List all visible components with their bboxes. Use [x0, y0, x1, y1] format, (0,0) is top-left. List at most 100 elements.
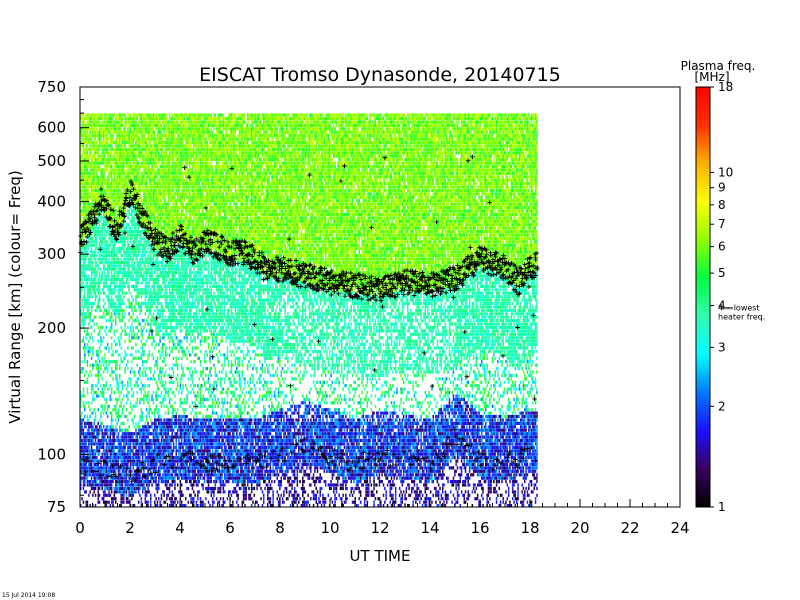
echo-cell [146, 281, 148, 284]
echo-cell [158, 117, 160, 120]
echo-cell [157, 360, 159, 363]
echo-cell [106, 326, 108, 329]
echo-cell [138, 460, 140, 463]
echo-cell [107, 405, 109, 408]
echo-cell [88, 333, 90, 336]
echo-cell [102, 477, 104, 480]
echo-cell [106, 165, 108, 168]
echo-cell [154, 120, 156, 123]
echo-cell [131, 360, 133, 363]
echo-cell [104, 466, 106, 469]
echo-cell [103, 442, 105, 445]
echo-cell [143, 148, 145, 151]
echo-cell [94, 275, 96, 278]
echo-cell [137, 281, 139, 284]
echo-cell [128, 134, 130, 137]
echo-cell [159, 456, 161, 459]
echo-cell [162, 158, 164, 161]
echo-cell [108, 285, 110, 288]
echo-cell [157, 155, 159, 158]
echo-cell [127, 439, 129, 442]
echo-cell [157, 439, 159, 442]
echo-cell [88, 196, 90, 199]
echo-cell [89, 168, 91, 171]
echo-cell [146, 456, 148, 459]
echo-cell [145, 247, 147, 250]
echo-cell [120, 405, 122, 408]
echo-cell [94, 120, 96, 123]
echo-cell [116, 158, 118, 161]
echo-cell [111, 453, 113, 456]
echo-cell [131, 302, 133, 305]
echo-cell [100, 158, 102, 161]
echo-cell [145, 240, 147, 243]
echo-cell [124, 432, 126, 435]
echo-cell [107, 425, 109, 428]
echo-cell [96, 196, 98, 199]
echo-cell [142, 302, 144, 305]
echo-cell [133, 453, 135, 456]
echo-cell [163, 165, 165, 168]
echo-cell [88, 466, 90, 469]
echo-cell [154, 480, 156, 483]
echo-cell [124, 182, 126, 185]
echo-cell [122, 124, 124, 127]
echo-cell [161, 148, 163, 151]
echo-cell [107, 295, 109, 298]
echo-cell [137, 336, 139, 339]
echo-cell [84, 268, 86, 271]
echo-cell [118, 285, 120, 288]
echo-cell [115, 179, 117, 182]
echo-cell [141, 254, 143, 257]
echo-cell [158, 480, 160, 483]
echo-cell [135, 381, 137, 384]
echo-cell [142, 127, 144, 130]
echo-cell [106, 473, 108, 476]
echo-cell [135, 175, 137, 178]
echo-cell [155, 158, 157, 161]
echo-cell [145, 439, 147, 442]
echo-cell [88, 264, 90, 267]
echo-cell [91, 425, 93, 428]
echo-cell [89, 138, 91, 141]
echo-cell [147, 138, 149, 141]
echo-cell [143, 360, 145, 363]
echo-cell [159, 312, 161, 315]
echo-cell [155, 295, 157, 298]
echo-cell [126, 429, 128, 432]
echo-cell [137, 254, 139, 257]
echo-cell [141, 295, 143, 298]
echo-cell [96, 425, 98, 428]
echo-cell [126, 134, 128, 137]
echo-cell [103, 453, 105, 456]
echo-cell [110, 127, 112, 130]
echo-cell [104, 490, 106, 493]
echo-cell [135, 141, 137, 144]
echo-cell [102, 394, 104, 397]
echo-cell [99, 192, 101, 195]
echo-cell [102, 182, 104, 185]
echo-cell [163, 326, 165, 329]
echo-cell [135, 124, 137, 127]
echo-cell [151, 158, 153, 161]
echo-cell [130, 155, 132, 158]
echo-cell [99, 141, 101, 144]
echo-cell [153, 144, 155, 147]
echo-cell [122, 268, 124, 271]
echo-cell [150, 477, 152, 480]
echo-cell [108, 309, 110, 312]
echo-cell [81, 165, 83, 168]
echo-cell [124, 141, 126, 144]
echo-cell [137, 230, 139, 233]
echo-cell [87, 360, 89, 363]
echo-cell [100, 162, 102, 165]
echo-cell [138, 264, 140, 267]
echo-cell [88, 206, 90, 209]
echo-cell [111, 288, 113, 291]
echo-cell [135, 155, 137, 158]
echo-cell [95, 480, 97, 483]
echo-cell [154, 271, 156, 274]
echo-cell [139, 463, 141, 466]
echo-cell [98, 162, 100, 165]
echo-cell [142, 432, 144, 435]
